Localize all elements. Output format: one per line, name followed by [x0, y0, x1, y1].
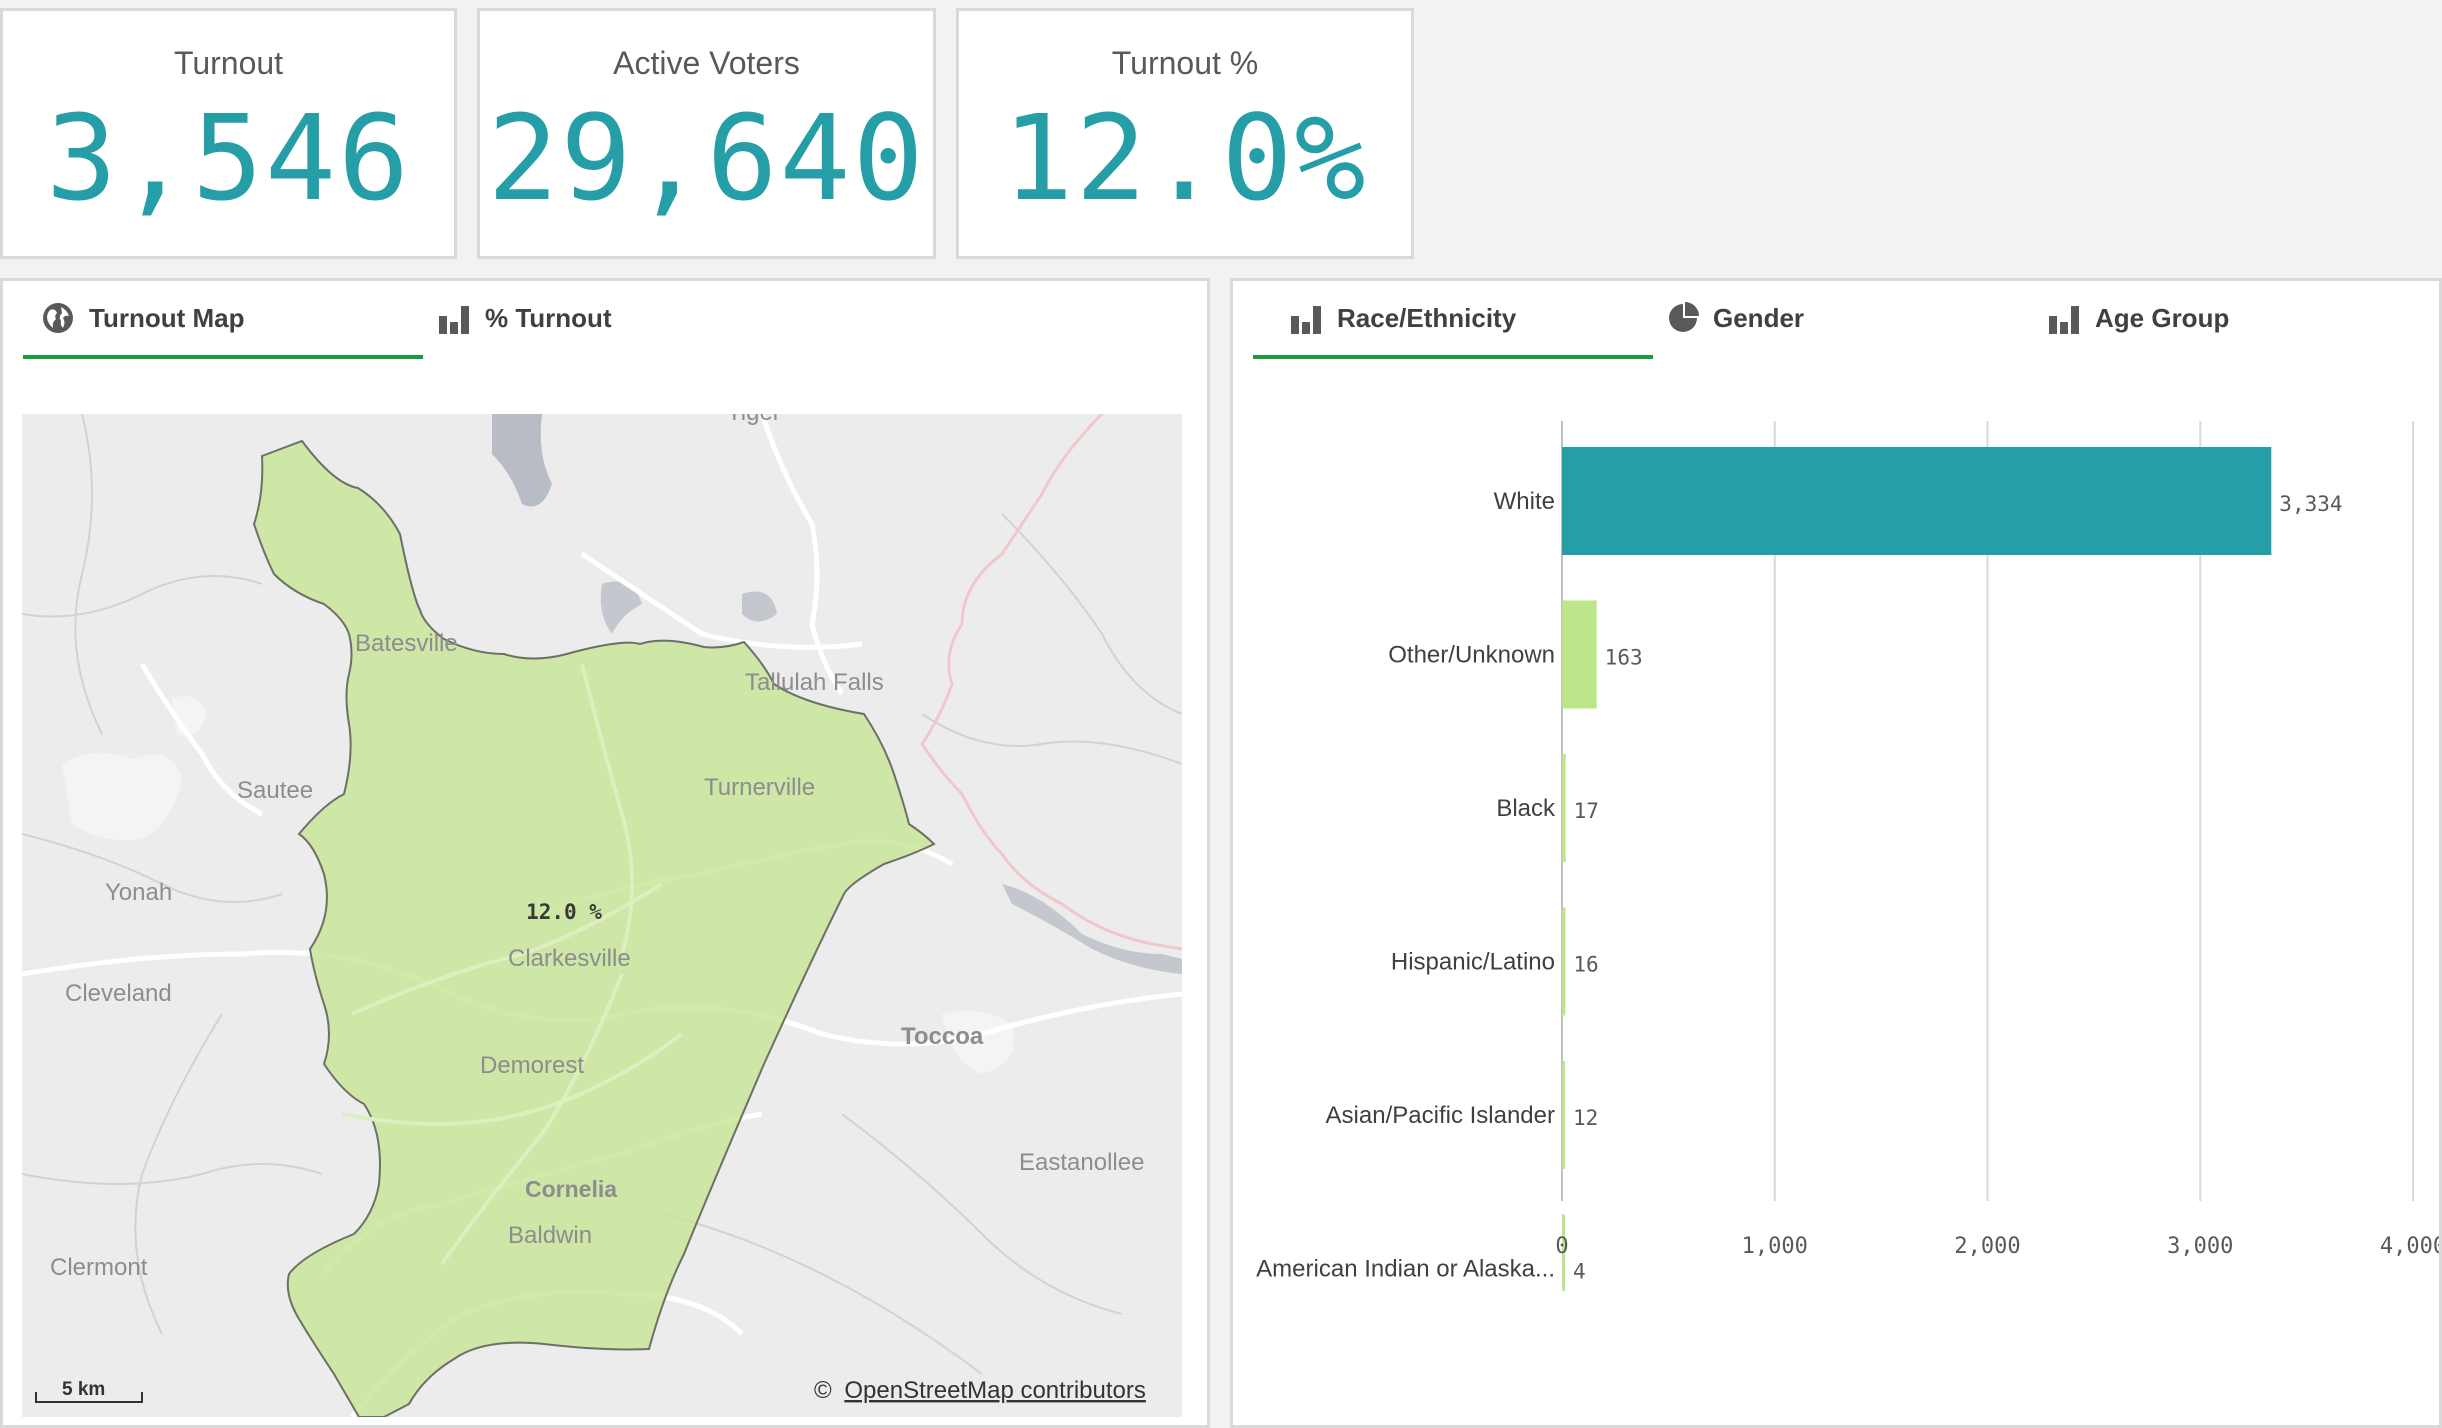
- attribution-copyright: ©: [814, 1377, 832, 1404]
- map-place-label: Batesville: [355, 630, 458, 657]
- category-label: White: [1494, 488, 1555, 515]
- scale-label: 5 km: [62, 1379, 105, 1400]
- tab-age-group[interactable]: Age Group: [2047, 281, 2229, 355]
- bar[interactable]: [1562, 907, 1566, 1016]
- value-label: 4: [1573, 1260, 1586, 1284]
- map-place-label: Clarkesville: [508, 945, 631, 972]
- bar[interactable]: [1562, 447, 2272, 555]
- map-place-label: Demorest: [480, 1052, 584, 1079]
- openstreetmap-link[interactable]: OpenStreetMap contributors: [844, 1377, 1146, 1404]
- map-place-label: Cleveland: [65, 980, 172, 1007]
- category-label: Black: [1496, 795, 1556, 822]
- turnout-map[interactable]: Tiger Batesville Tallulah Falls Sautee T…: [22, 414, 1182, 1417]
- x-tick-label: 1,000: [1742, 1234, 1808, 1259]
- pie-chart-icon: [1667, 302, 1699, 334]
- kpi-title: Active Voters: [613, 45, 800, 81]
- x-tick-label: 0: [1555, 1234, 1568, 1259]
- kpi-value: 29,640: [487, 89, 926, 227]
- kpi-value: 12.0%: [1002, 89, 1368, 227]
- map-place-label: Turnerville: [704, 774, 815, 801]
- region-turnout-label: 12.0 %: [526, 900, 602, 924]
- map-place-label: Sautee: [237, 777, 313, 804]
- kpi-card-active-voters[interactable]: Active Voters 29,640: [477, 8, 936, 259]
- value-label: 17: [1574, 799, 1599, 823]
- tab-percent-turnout[interactable]: % Turnout: [437, 281, 612, 355]
- bar[interactable]: [1562, 600, 1597, 709]
- value-label: 3,334: [2279, 492, 2342, 516]
- scale-bar: 5 km: [35, 1379, 143, 1403]
- value-label: 163: [1605, 646, 1643, 670]
- bar[interactable]: [1562, 1214, 1565, 1292]
- tab-label: % Turnout: [485, 302, 612, 333]
- tab-gender[interactable]: Gender: [1667, 281, 1804, 355]
- globe-icon: [41, 301, 75, 335]
- bar-chart-icon: [437, 302, 471, 334]
- kpi-title: Turnout %: [1111, 45, 1259, 81]
- map-place-label: Clermont: [50, 1254, 148, 1281]
- map-place-label: Tiger: [727, 414, 781, 426]
- category-label: Other/Unknown: [1388, 642, 1555, 669]
- value-label: 12: [1573, 1106, 1598, 1130]
- category-label: Asian/Pacific Islander: [1326, 1102, 1555, 1129]
- svg-text:© OpenStreetMap contribu: © OpenStreetMap contributors: [814, 1377, 1146, 1404]
- value-label: 16: [1573, 953, 1598, 977]
- tab-race-ethnicity[interactable]: Race/Ethnicity: [1253, 281, 1653, 359]
- category-label: Hispanic/Latino: [1391, 949, 1555, 976]
- x-tick-label: 3,000: [2167, 1234, 2233, 1259]
- bar-chart-icon: [1289, 302, 1323, 334]
- tab-label: Age Group: [2095, 302, 2230, 333]
- kpi-value: 3,546: [45, 89, 412, 227]
- map-place-label: Cornelia: [525, 1176, 617, 1202]
- bar-chart-icon: [2047, 302, 2081, 334]
- map-place-label: Baldwin: [508, 1222, 592, 1249]
- x-tick-label: 4,000: [2380, 1234, 2439, 1259]
- map-place-label: Toccoa: [901, 1023, 984, 1050]
- tab-label: Turnout Map: [89, 302, 245, 333]
- kpi-card-turnout-percent[interactable]: Turnout % 12.0%: [956, 8, 1414, 259]
- tab-label: Race/Ethnicity: [1337, 302, 1517, 333]
- kpi-title: Turnout: [173, 45, 284, 81]
- tab-label: Gender: [1713, 302, 1805, 333]
- race-ethnicity-bar-chart[interactable]: White Other/Unknown Black Hispanic/Latino As…: [1233, 421, 2439, 1291]
- category-label: American Indian or Alaska...: [1256, 1256, 1555, 1283]
- x-tick-label: 2,000: [1954, 1234, 2020, 1259]
- map-place-label: Tallulah Falls: [745, 669, 884, 696]
- bar[interactable]: [1562, 754, 1566, 862]
- bar[interactable]: [1562, 1061, 1565, 1169]
- map-place-label: Eastanollee: [1019, 1149, 1144, 1176]
- map-place-label: Yonah: [105, 879, 172, 906]
- kpi-card-turnout[interactable]: Turnout 3,546: [0, 8, 457, 259]
- chart-panel: Race/Ethnicity Gender Age Group White Oth…: [1230, 278, 2442, 1428]
- tab-turnout-map[interactable]: Turnout Map: [23, 281, 423, 359]
